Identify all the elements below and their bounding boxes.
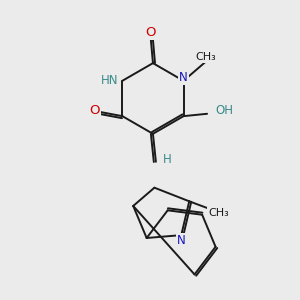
Text: N: N — [177, 234, 186, 247]
Text: O: O — [89, 104, 100, 117]
Text: N: N — [179, 71, 188, 84]
Text: H: H — [163, 153, 172, 166]
Text: O: O — [145, 26, 155, 39]
Text: CH₃: CH₃ — [208, 208, 229, 218]
Text: CH₃: CH₃ — [196, 52, 217, 62]
Text: OH: OH — [215, 104, 233, 117]
Text: HN: HN — [100, 74, 118, 87]
